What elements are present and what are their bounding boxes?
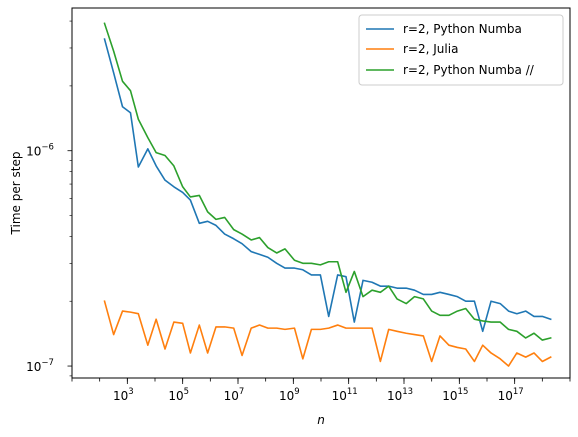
series-line-2 [103,22,552,341]
series-line-0 [103,38,552,333]
y-axis-ticks: 10−6 10−7 [26,20,72,377]
legend-label-1: r=2, Julia [403,42,458,56]
plot-lines [103,22,552,367]
series-line-1 [103,300,552,367]
y-tick-label: 10−7 [26,358,54,374]
x-tick-label: 1011 [332,387,358,403]
x-tick-label: 1017 [498,387,524,403]
x-tick-label: 1015 [442,387,468,403]
x-tick-label: 103 [113,387,134,403]
legend: r=2, Python Numba r=2, Julia r=2, Python… [358,14,564,86]
x-tick-label: 107 [224,387,245,403]
y-tick-label: 10−6 [26,143,54,159]
x-tick-label: 109 [279,387,300,403]
x-tick-label: 1013 [387,387,413,403]
x-axis-ticks: 103 105 107 109 1011 1013 1015 1017 [71,378,571,403]
y-axis-label: Time per step [9,152,23,236]
legend-label-2: r=2, Python Numba // [403,63,535,77]
x-axis-label: n [317,413,325,427]
legend-label-0: r=2, Python Numba [403,22,522,36]
legend-box [358,14,564,86]
x-tick-label: 105 [168,387,189,403]
